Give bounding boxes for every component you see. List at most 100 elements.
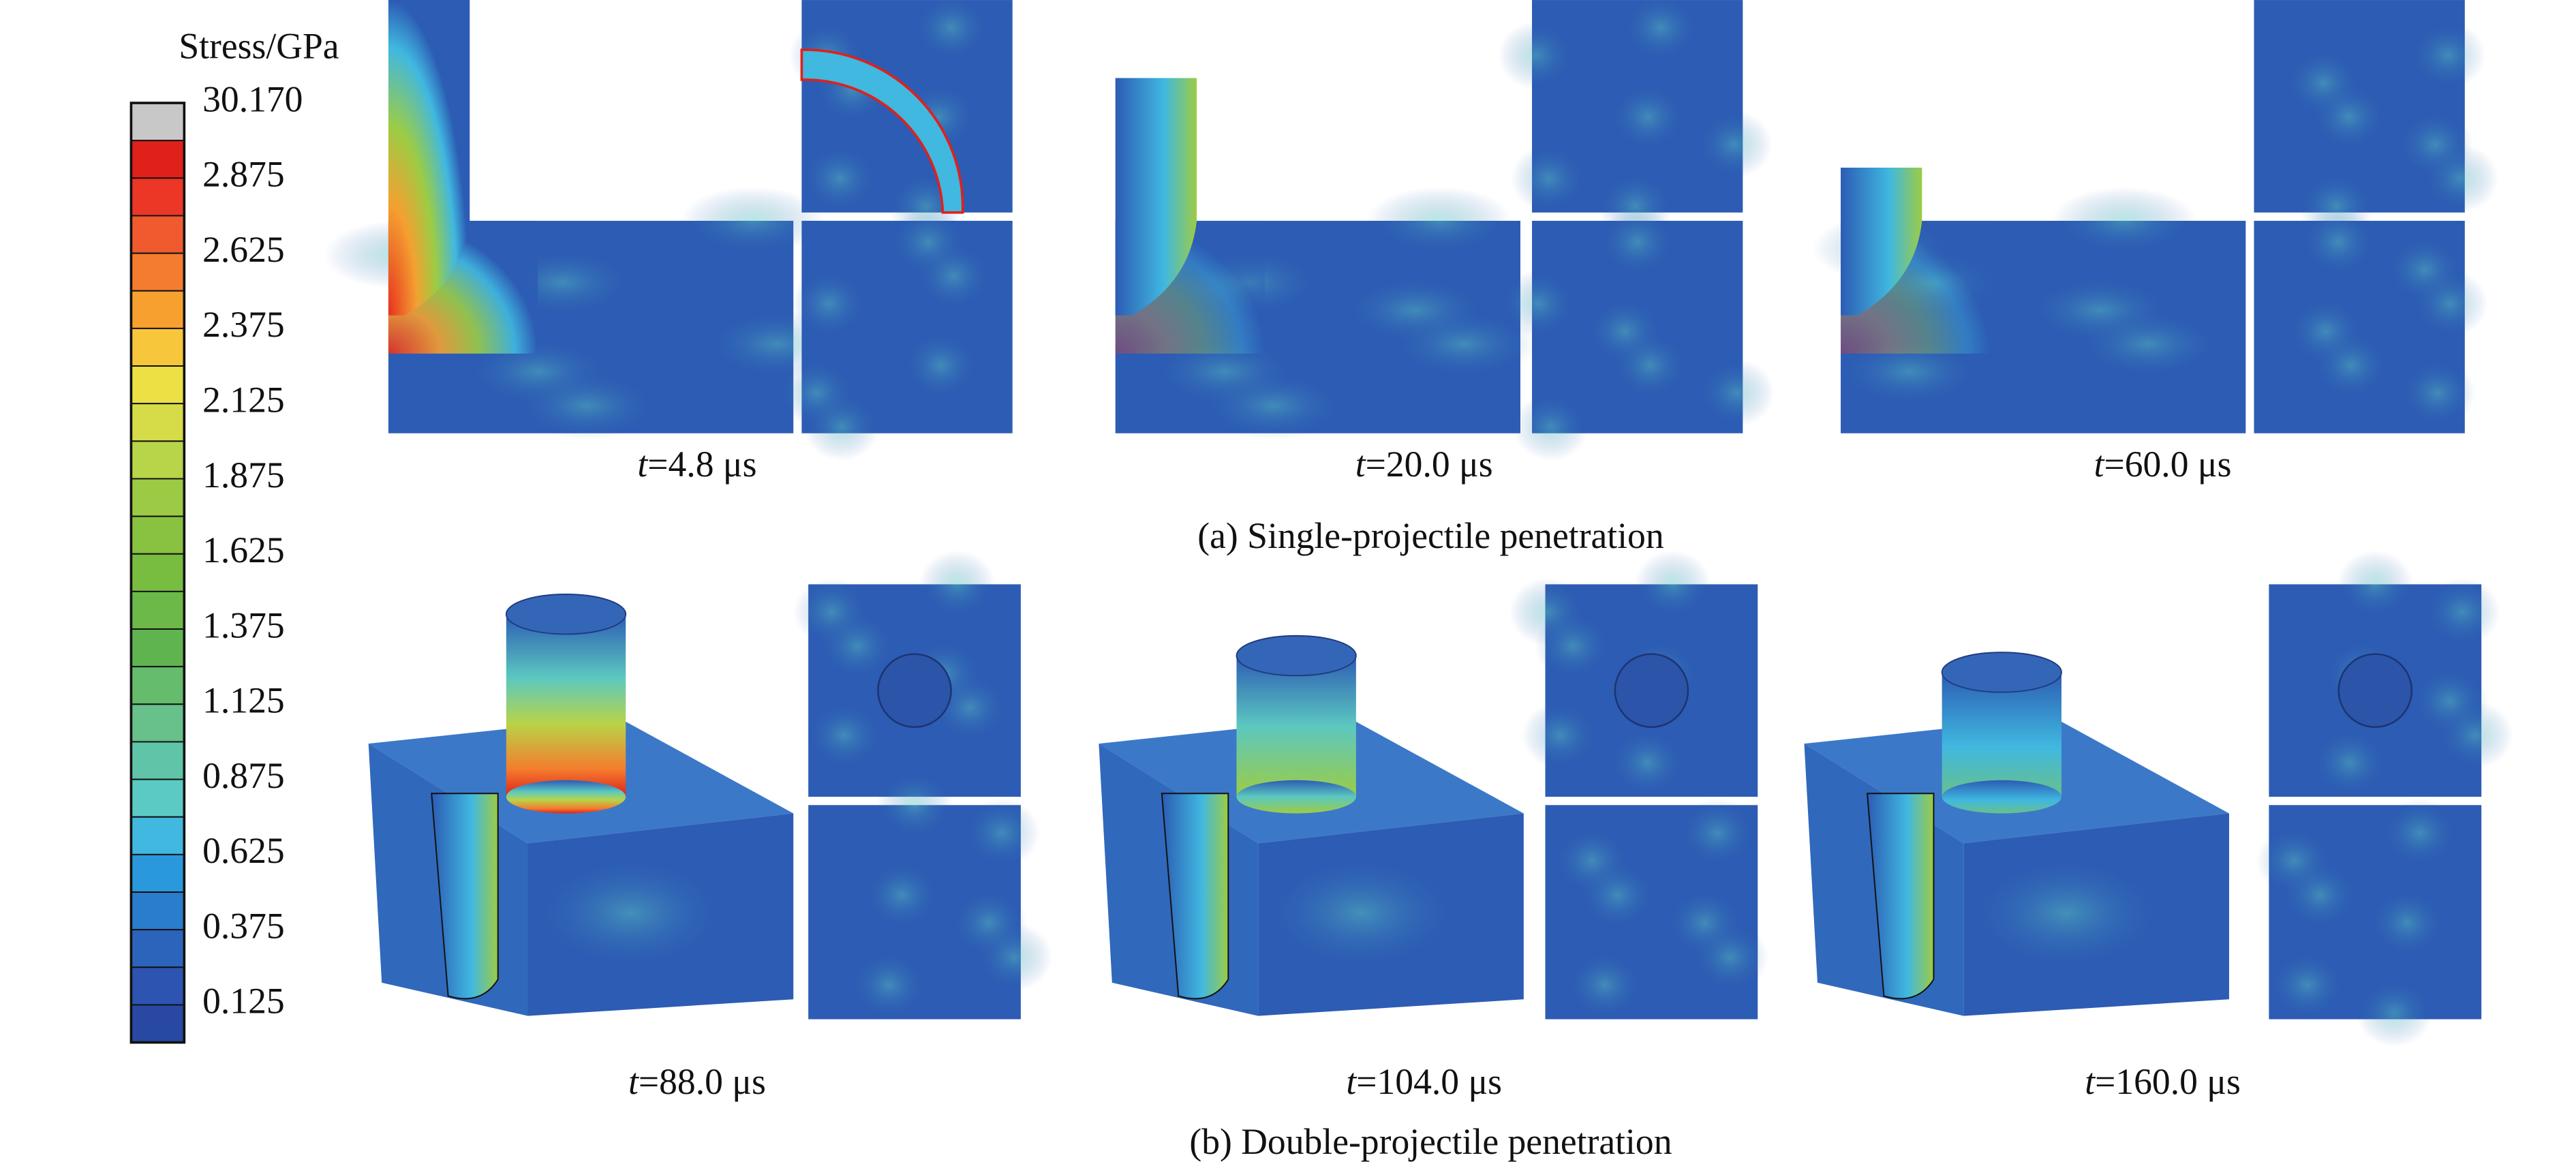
time-symbol: t	[1346, 1061, 1357, 1102]
time-symbol: t	[637, 444, 648, 485]
colorbar-band	[130, 1004, 185, 1043]
field-blob	[2399, 358, 2476, 427]
field-blob	[2381, 798, 2458, 868]
projectile	[1841, 168, 1922, 316]
colorbar-label: 1.625	[202, 530, 285, 570]
time-value: =104.0 μs	[1356, 1061, 1502, 1102]
projectile	[1942, 672, 2061, 797]
field-blob	[514, 371, 660, 440]
field-blob	[1612, 331, 1688, 399]
colorbar-band	[130, 703, 185, 743]
stress-field	[2254, 208, 2488, 433]
field-blob	[1634, 550, 1711, 619]
field-blob	[679, 187, 826, 255]
field-blob	[806, 701, 883, 769]
field-blob	[1623, 0, 1699, 62]
time-value: =4.8 μs	[647, 444, 756, 485]
time-symbol: t	[2094, 444, 2105, 485]
time-label: t=60.0 μs	[2094, 444, 2232, 485]
row-caption: (a) Single-projectile penetration	[1197, 515, 1663, 556]
colorbar-band	[130, 515, 185, 555]
colorbar-band	[130, 628, 185, 668]
field-blob	[1511, 144, 1587, 213]
wave-front	[800, 48, 964, 214]
colorbar-band	[130, 553, 185, 592]
field-blob	[1500, 269, 1576, 338]
field-blob	[1522, 701, 1599, 769]
field-blob	[2412, 269, 2488, 338]
field-blob	[1579, 860, 1656, 930]
colorbar-band	[130, 741, 185, 780]
field-blob	[1691, 923, 1768, 992]
field-blob	[2269, 950, 2346, 1020]
field-blob	[2410, 21, 2486, 89]
colorbar-label: 0.625	[202, 830, 285, 871]
colorbar-band	[130, 102, 185, 142]
time-symbol: t	[1355, 444, 1366, 485]
colorbar-band	[130, 590, 185, 630]
field-blob	[2436, 701, 2513, 769]
field-blob	[1610, 82, 1686, 151]
field-blob	[913, 0, 990, 62]
field-blob	[963, 798, 1040, 868]
colorbar-band	[130, 929, 185, 968]
field-blob	[1599, 208, 1676, 277]
field-blob	[2051, 187, 2198, 255]
field-blob	[876, 771, 953, 840]
panels: t=4.8 μs t=20.0 μs t=60.0 μst=88.0 μs t=104…	[323, 0, 2513, 1102]
row-caption: (b) Double-projectile penetration	[1189, 1121, 1672, 1162]
field-blob	[2337, 550, 2414, 619]
field-blob	[2313, 331, 2389, 399]
field-blob	[919, 550, 996, 619]
crater	[431, 793, 499, 1000]
colorbar-band	[130, 478, 185, 517]
stress-field	[788, 0, 1013, 241]
stress-field	[778, 208, 1013, 461]
field-blob	[2282, 860, 2359, 930]
field-blob	[791, 269, 868, 338]
projectile	[1236, 656, 1356, 797]
colorbar-band	[130, 327, 185, 367]
time-label: t=160.0 μs	[2085, 1061, 2241, 1102]
projectile	[506, 614, 626, 797]
field-blob	[1513, 393, 1589, 461]
field-blob	[1390, 309, 1537, 378]
colorbar-band	[130, 966, 185, 1006]
block-blob	[1967, 855, 2166, 971]
colorbar-band	[130, 365, 185, 405]
field-blob	[801, 144, 878, 213]
colorbar-band	[130, 778, 185, 818]
field-blob	[1678, 798, 1756, 868]
time-label: t=104.0 μs	[1346, 1061, 1502, 1102]
colorbar-label: 30.170	[202, 78, 303, 119]
hole	[877, 653, 952, 729]
colorbar-label: 1.125	[202, 680, 285, 721]
field-blob	[1498, 21, 1574, 89]
colorbar-band	[130, 215, 185, 254]
field-blob	[1534, 611, 1612, 680]
time-value: =88.0 μs	[639, 1061, 766, 1102]
stress-field	[1545, 798, 1768, 1020]
field-blob	[2075, 309, 2222, 378]
field-blob	[2422, 144, 2499, 213]
projectile	[1115, 78, 1197, 316]
crater	[1161, 793, 1229, 1000]
projectile-top	[1941, 652, 2062, 693]
block-blob	[1261, 855, 1461, 971]
colorbar-frame	[129, 102, 186, 1044]
projectile-top	[505, 594, 627, 635]
field-blob	[850, 950, 927, 1020]
colorbar-band	[130, 403, 185, 442]
projectile-top	[1236, 634, 1357, 677]
field-blob	[2311, 82, 2387, 151]
colorbar-label: 0.125	[202, 981, 285, 1022]
colorbar-label: 2.625	[202, 229, 285, 270]
time-label: t=88.0 μs	[628, 1061, 766, 1102]
colorbar-band	[130, 290, 185, 329]
projectile-base	[506, 780, 626, 814]
field-blob	[1698, 358, 1775, 427]
time-label: t=20.0 μs	[1355, 444, 1493, 485]
stress-field	[1500, 208, 1775, 461]
